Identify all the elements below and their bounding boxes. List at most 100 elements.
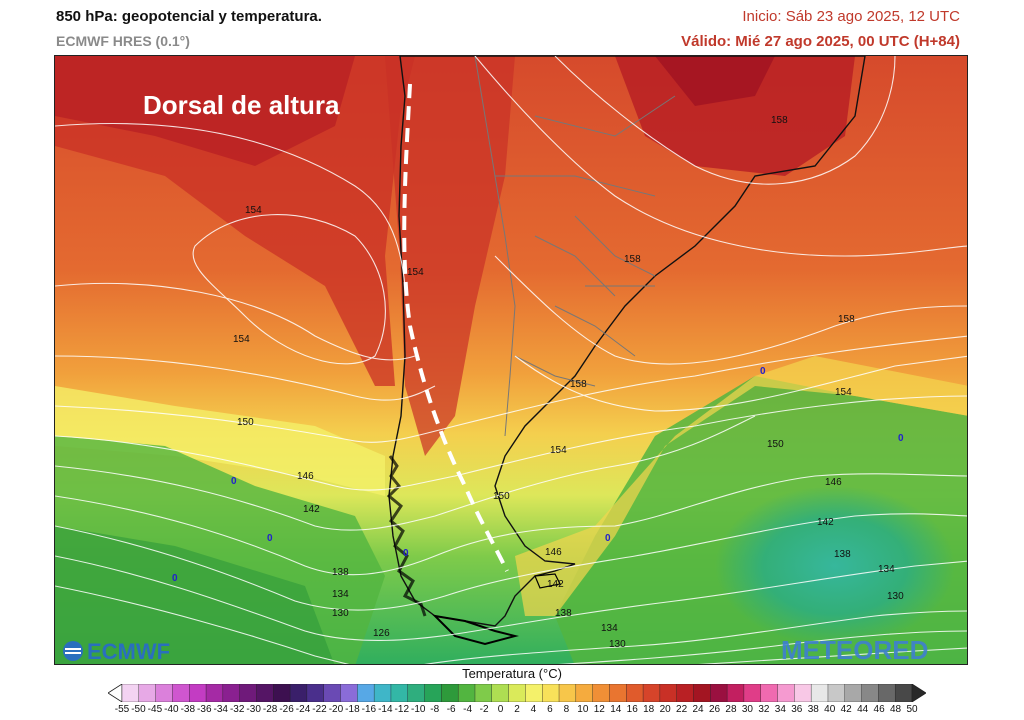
colorbar-tick-label: 8 [563,704,570,715]
colorbar-cell [542,684,560,702]
contour-label: 126 [373,628,390,639]
colorbar-tick-label: -28 [262,704,278,715]
colorbar-tick-label: 38 [807,704,819,715]
color-scale-bar [108,684,926,702]
colorbar-tick-label: 46 [873,704,885,715]
zero-label: 0 [605,533,611,544]
svg-text:ECMWF: ECMWF [87,639,170,664]
zero-label: 0 [760,366,766,377]
colorbar-tick-label: 44 [857,704,869,715]
contour-label: 130 [887,591,904,602]
colorbar-cell [810,684,829,702]
colorbar-tick-label: -12 [394,704,410,715]
colorbar-cell [861,684,880,702]
contour-label: 154 [233,334,250,345]
colorbar-tick-label: -2 [479,704,489,715]
ecmwf-logo: ECMWF [63,639,170,664]
colorbar-cell [642,684,661,702]
colorbar-tick-label: -18 [345,704,360,715]
contour-label: 134 [878,564,895,575]
colorbar-cell [323,684,342,702]
contour-label: 154 [835,387,852,398]
colorbar-cell [306,684,325,702]
colorbar-cell [827,684,846,702]
colorbar-cell [743,684,762,702]
colorbar-cell [491,684,510,702]
colorbar-cell [592,684,611,702]
contour-label: 138 [834,549,851,560]
contour-label: 134 [332,589,349,600]
colorbar-tick-label: 18 [643,704,655,715]
colorbar-cell [878,684,896,702]
yellow-band-west [55,386,385,496]
contour-label: 130 [609,639,626,650]
hot-region-ne [655,56,775,106]
colorbar-cell [525,684,543,702]
colorbar-cell [155,684,174,702]
colorbar-cell [844,684,863,702]
colorbar-tick-label: -8 [430,704,440,715]
contour-label: 142 [817,517,834,528]
colorbar-cell [373,684,392,702]
colorbar-cell [457,684,476,702]
colorbar-cell [172,684,190,702]
colorbar-tick-label: 6 [547,704,553,715]
color-scale-ticks: -55 -50 -45 -40 -38 -36 -34 -32 -30 -28 -26 -24 -22-… [0,704,1024,718]
falkland-islands [534,573,561,589]
colorbar-tick-label: 10 [577,704,589,715]
contour-label: 146 [545,547,562,558]
contour-label: 130 [332,608,349,619]
colorbar-tick-label: -55 [114,704,130,715]
contour-labels: 154 154 154 154 158 158 158 158 154 150 … [233,115,904,650]
colorbar-cell [726,684,745,702]
colorbar-tick-label: -14 [378,704,393,715]
contour-label: 158 [570,379,587,390]
colorbar-cell [710,684,728,702]
colorbar-tick-label: 34 [774,704,786,715]
colorbar-tick-label: -24 [295,704,311,715]
colorbar-cell [239,684,258,702]
colorbar-tick-label: -45 [147,704,163,715]
contour-label: 154 [550,445,567,456]
colorbar-cell [626,684,644,702]
meteored-logo: METEORED [781,635,928,665]
init-time: Inicio: Sáb 23 ago 2025, 12 UTC [742,8,960,25]
colorbar-cell [289,684,308,702]
colorbar-tick-label: 26 [708,704,721,715]
colorbar-cell [441,684,459,702]
colorbar-min-arrow [108,684,123,702]
yellow-band-east [515,356,967,616]
colorbar-tick-label: 32 [758,704,770,715]
zero-label: 0 [403,548,409,559]
colorbar-tick-label: 24 [692,704,704,715]
country-borders [474,56,676,437]
model-label: ECMWF HRES (0.1°) [56,33,190,49]
colorbar-cell [575,684,594,702]
zero-label: 0 [898,433,904,444]
colorbar-cell [273,684,291,702]
colorbar-cell [794,684,812,702]
colorbar-tick-label: -50 [131,704,146,715]
colorbar-cell [340,684,359,702]
colorbar-tick-label: -22 [312,704,327,715]
colorbar-cell [474,684,493,702]
contour-label: 138 [332,567,349,578]
colorbar-tick-label: 20 [659,704,671,715]
cold-core-se [715,486,955,646]
valid-time: Válido: Mié 27 ago 2025, 00 UTC (H+84) [681,33,960,50]
colorbar-tick-label: 40 [824,704,836,715]
colorbar-tick-label: 30 [741,704,753,715]
colorbar-cell [357,684,375,702]
contour-label: 138 [555,608,572,619]
colorbar-tick-label: -26 [279,704,294,715]
geopotential-contours [55,56,967,664]
contour-label: 158 [838,314,855,325]
contour-label: 158 [624,254,641,265]
colorbar-tick-label: -10 [411,704,426,715]
zero-label: 0 [231,476,237,487]
contour-label: 134 [601,623,618,634]
ridge-axis-line [402,83,509,572]
contour-label: 150 [493,491,510,502]
colorbar-tick-label: -40 [164,704,179,715]
colorbar-cell [424,684,443,702]
